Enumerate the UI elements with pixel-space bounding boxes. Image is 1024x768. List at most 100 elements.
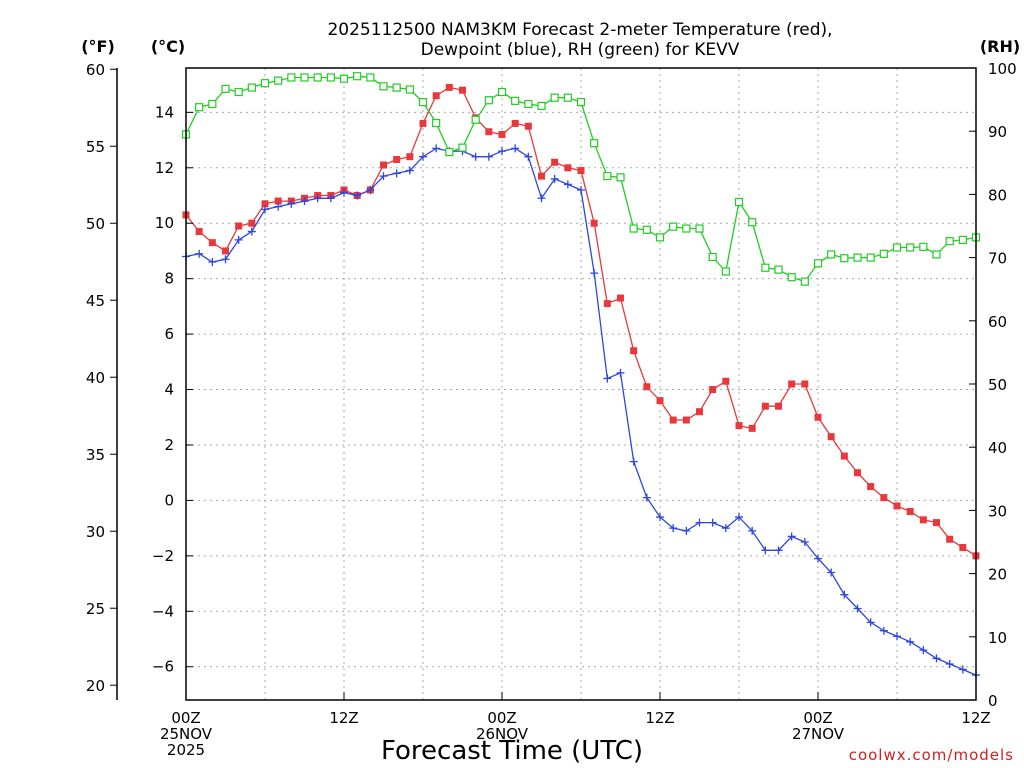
temperature-point	[682, 416, 690, 424]
x-tick-label: 00Z	[487, 709, 516, 727]
rh-point	[563, 93, 572, 102]
temperature-point	[524, 122, 532, 130]
rh-point	[932, 250, 941, 259]
fahrenheit-tick-label: 40	[86, 369, 105, 387]
celsius-tick-label: 12	[155, 159, 174, 177]
rh-point	[642, 225, 651, 234]
rh-point	[616, 173, 625, 182]
temperature-point	[933, 519, 940, 527]
temperature-point	[775, 402, 782, 410]
temperature-point	[919, 516, 927, 524]
dewpoint-point	[853, 604, 862, 613]
dewpoint-point	[577, 185, 585, 194]
rh-point	[669, 222, 678, 231]
fahrenheit-tick-label: 30	[86, 523, 105, 541]
temperature-point	[195, 228, 203, 236]
dewpoint-point	[774, 546, 783, 555]
rh-point	[906, 243, 915, 252]
temperature-point	[248, 219, 256, 227]
temperature-point	[498, 131, 506, 139]
dewpoint-point	[261, 205, 269, 214]
dewpoint-point	[603, 374, 612, 383]
dewpoint-point	[656, 513, 664, 522]
temperature-point	[893, 502, 901, 510]
chart-title-line-1: 2025112500 NAM3KM Forecast 2-meter Tempe…	[327, 20, 832, 40]
rh-point	[813, 259, 823, 268]
rh-point	[326, 73, 335, 82]
rh-point	[208, 99, 217, 109]
dewpoint-point	[800, 538, 809, 546]
fahrenheit-tick-label: 25	[86, 600, 105, 618]
dewpoint-point	[906, 637, 915, 646]
dewpoint-point	[787, 532, 796, 541]
rh-point	[550, 93, 559, 102]
temperature-point	[459, 86, 466, 94]
rh-point	[497, 87, 507, 97]
rh-point	[471, 115, 480, 124]
temperature-point	[867, 483, 875, 491]
dewpoint-point	[274, 202, 283, 211]
rh-tick-label: 40	[988, 439, 1007, 457]
temperature-point	[814, 413, 822, 421]
celsius-tick-label: 8	[164, 270, 174, 288]
temperature-point	[630, 347, 638, 355]
rh-point	[919, 242, 928, 251]
rh-point	[787, 273, 796, 282]
celsius-tick-label: −4	[152, 602, 174, 620]
rh-point	[576, 98, 586, 107]
dewpoint-point	[340, 188, 348, 197]
dewpoint-point	[735, 513, 743, 522]
fahrenheit-tick-label: 50	[86, 215, 105, 233]
dewpoint-point	[827, 568, 836, 577]
dewpoint-point	[432, 144, 441, 153]
temperature-point	[643, 383, 651, 391]
celsius-unit-label: (°C)	[151, 37, 185, 56]
x-tick-label: 00Z	[803, 709, 832, 727]
rh-point	[432, 118, 441, 128]
temperature-point	[748, 424, 756, 432]
temperature-point	[709, 386, 717, 394]
dewpoint-point	[471, 152, 480, 161]
celsius-tick-label: −2	[152, 547, 174, 565]
dewpoint-point	[498, 147, 506, 156]
dewpoint-point	[669, 524, 678, 533]
temperature-point	[761, 402, 769, 410]
rh-point	[274, 76, 283, 85]
dewpoint-point	[511, 144, 520, 153]
rh-point	[445, 147, 454, 157]
dewpoint-point	[537, 194, 546, 203]
x-tick-label: 27NOV	[792, 725, 845, 743]
temperature-point	[577, 167, 585, 175]
celsius-tick-label: 4	[164, 381, 174, 399]
rh-tick-label: 70	[988, 250, 1007, 268]
rh-tick-label: 50	[988, 376, 1007, 394]
temperature-point	[445, 83, 453, 91]
rh-tick-label: 90	[988, 123, 1007, 141]
temperature-point	[551, 158, 559, 166]
rh-line	[185, 75, 977, 283]
dewpoint-point	[524, 152, 533, 161]
rh-point	[300, 73, 309, 82]
dewpoint-point	[326, 194, 335, 203]
credit-text: coolwx.com/models	[849, 746, 1014, 764]
dewpoint-point	[287, 199, 296, 208]
rh-point	[853, 253, 862, 262]
rh-point	[748, 218, 757, 227]
rh-point	[260, 79, 270, 88]
dewpoint-point	[629, 457, 638, 466]
dewpoint-point	[313, 194, 322, 203]
rh-point	[195, 103, 204, 112]
dewpoint-point	[695, 518, 704, 527]
temperature-point	[696, 408, 703, 416]
fahrenheit-tick-label: 45	[86, 292, 105, 310]
dewpoint-point	[550, 174, 559, 183]
dewpoint-point	[945, 659, 954, 668]
dewpoint-point	[366, 185, 375, 194]
x-tick-label: 12Z	[645, 709, 674, 727]
celsius-tick-label: 2	[164, 436, 174, 454]
dewpoint-point	[616, 368, 625, 377]
dewpoint-point	[208, 258, 217, 267]
temperature-point	[801, 380, 809, 388]
rh-point	[892, 243, 902, 252]
dewpoint-point	[866, 618, 875, 627]
